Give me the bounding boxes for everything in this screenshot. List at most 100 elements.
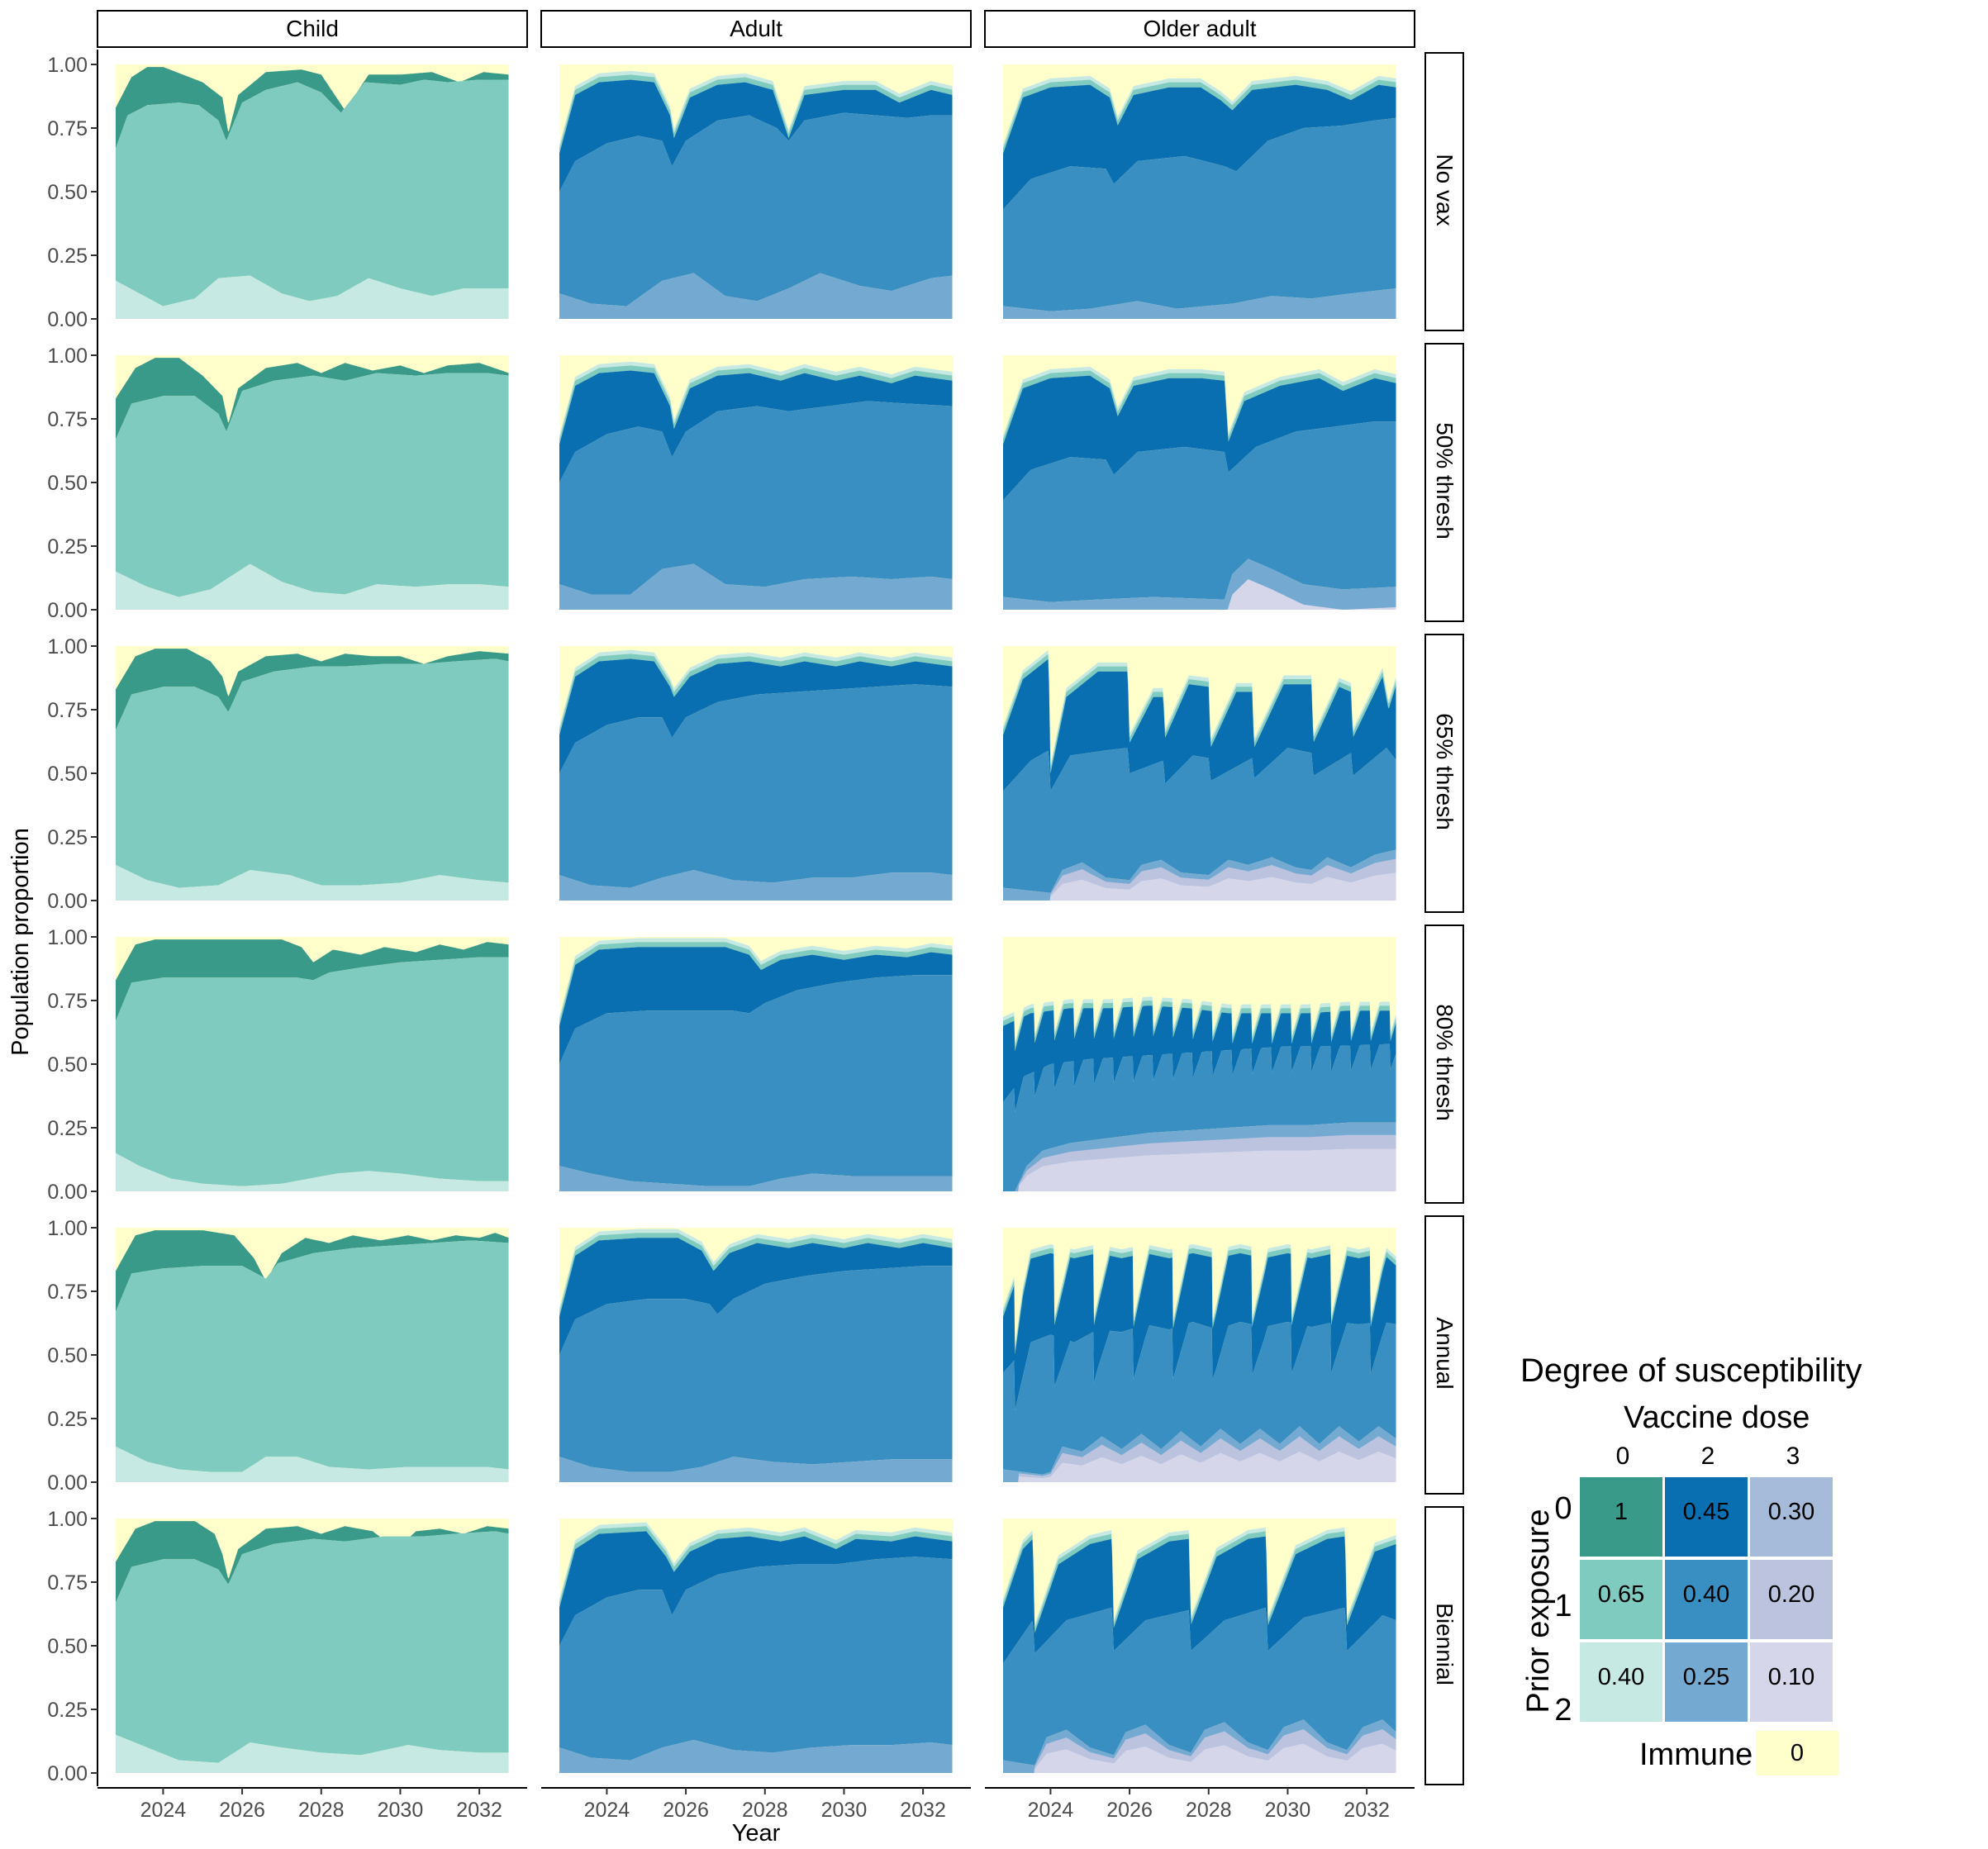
band-exp2-dose0	[559, 938, 953, 1021]
legend-cell: 0.45	[1665, 1477, 1748, 1557]
x-tick-label: 2028	[742, 1799, 788, 1822]
y-tick-label: 0.75	[47, 1571, 88, 1595]
susceptibility-legend: Degree of susceptibility Vaccine dose 0 2 3 P…	[1520, 1352, 1862, 1775]
legend-dose-label: 2	[1701, 1443, 1715, 1470]
band-exposure2	[116, 1153, 509, 1191]
band-exposure1	[559, 112, 953, 307]
band-exposure1	[559, 975, 953, 1186]
panels	[116, 64, 1396, 1773]
band-exp2-dose0	[1003, 366, 1396, 440]
x-tick-label: 2026	[1106, 1799, 1153, 1822]
y-tick-label: 0.75	[47, 1281, 88, 1304]
y-tick-label: 0.25	[47, 1408, 88, 1431]
legend-exposure-label: 0	[1554, 1491, 1572, 1526]
y-tick-label: 0.00	[47, 890, 88, 913]
band-exposure0	[1003, 84, 1396, 210]
band-exp2-dose0	[559, 1522, 953, 1603]
band-exposure1	[559, 1557, 953, 1761]
legend-cell-value: 0.40	[1598, 1664, 1644, 1690]
band-exposure0	[116, 649, 509, 730]
band-exp1-dose0	[559, 942, 953, 1026]
band-exposure1	[1003, 421, 1396, 602]
legend-cell-value: 1	[1615, 1499, 1628, 1525]
legend-dose-label: 0	[1616, 1443, 1630, 1470]
band-exposure2	[1003, 288, 1396, 319]
y-tick-label: 1.00	[47, 1217, 88, 1240]
row-strip-annual: Annual	[1424, 1215, 1464, 1495]
legend-cell-value: 0.20	[1768, 1581, 1814, 1608]
column-label: Child	[286, 16, 339, 41]
y-tick-label: 0.00	[47, 1471, 88, 1495]
band-exposure0	[1003, 1536, 1396, 1664]
legend-cell: 1	[1580, 1477, 1662, 1557]
x-tick-label: 2030	[821, 1799, 868, 1822]
y-tick-label: 1.00	[47, 1508, 88, 1531]
x-axis: 2024 2026 2028 2030 2032 2024 2026 2028 2030 2032…	[97, 1787, 1415, 1822]
row-label: Annual	[1432, 1317, 1458, 1389]
band-exposure2	[116, 1734, 509, 1773]
band-exposure0	[1003, 658, 1396, 791]
band-exposure2	[559, 1740, 953, 1773]
legend-dose-label: 3	[1786, 1443, 1800, 1470]
panel-65-thresh-child	[116, 646, 509, 901]
band-exposure1	[116, 79, 509, 307]
panel-no-vax-adult	[559, 64, 953, 319]
band-exposure2	[116, 864, 509, 901]
band-exposure1	[559, 684, 953, 888]
y-tick-label: 0.50	[47, 1344, 88, 1367]
column-label: Adult	[730, 16, 782, 41]
band-exp2-dose3	[1003, 1148, 1396, 1191]
column-strip-adult: Adult	[540, 10, 972, 48]
y-tick-label: 0.50	[47, 1053, 88, 1077]
band-exp2-dose0	[1003, 75, 1396, 149]
y-tick-label: 0.50	[47, 472, 88, 495]
y-tick-label: 0.00	[47, 599, 88, 622]
legend-cell-value: 0.30	[1768, 1499, 1814, 1525]
row-label: 50% thresh	[1432, 422, 1458, 539]
legend-cell: 0.65	[1580, 1560, 1662, 1639]
band-exposure0	[116, 1230, 509, 1312]
x-tick-label: 2030	[378, 1799, 424, 1822]
y-tick-label: 0.50	[47, 1635, 88, 1658]
band-exposure2	[116, 275, 509, 319]
band-exposure1	[1003, 748, 1396, 893]
legend-cell-value: 0.10	[1768, 1664, 1814, 1690]
y-tick-label: 0.75	[47, 117, 88, 140]
band-exposure0	[1003, 375, 1396, 501]
band-exposure2	[559, 273, 953, 319]
panel-80-thresh-adult	[559, 937, 953, 1191]
row-label: Biennial	[1432, 1603, 1458, 1685]
panel-no-vax-older-adult	[1003, 64, 1396, 319]
band-exp2-dose0	[559, 361, 953, 440]
legend-cell-value: 0.40	[1683, 1581, 1729, 1608]
x-tick-label: 2032	[456, 1799, 502, 1822]
x-tick-label: 2032	[1344, 1799, 1390, 1822]
legend-column-header: Vaccine dose	[1624, 1400, 1810, 1435]
band-exposure0	[1003, 1005, 1396, 1113]
band-exp1-dose0	[1003, 1001, 1396, 1052]
y-tick-label: 0.25	[47, 1117, 88, 1140]
row-label: 65% thresh	[1432, 713, 1458, 830]
y-tick-label: 1.00	[47, 635, 88, 658]
x-tick-label: 2028	[298, 1799, 345, 1822]
band-exposure1	[116, 373, 509, 597]
band-exp1-dose0	[559, 1526, 953, 1608]
legend-immune: Immune 0	[1639, 1731, 1838, 1775]
band-exposure2	[559, 563, 953, 610]
band-exposure2	[559, 870, 953, 901]
band-exp1-dose3	[1003, 1134, 1396, 1191]
legend-row-header: Prior exposure	[1521, 1509, 1556, 1713]
row-strip-biennial: Biennial	[1424, 1506, 1464, 1785]
band-exposure0	[559, 79, 953, 192]
band-exposure0	[116, 358, 509, 440]
x-axis-title: Year	[732, 1820, 781, 1847]
panel-80-thresh-child	[116, 937, 509, 1191]
band-exposure1	[116, 957, 509, 1186]
band-exp1-dose3	[1003, 1436, 1396, 1482]
y-tick-label: 1.00	[47, 926, 88, 949]
legend-exposure-label: 2	[1554, 1693, 1572, 1728]
y-tick-label: 0.00	[47, 1762, 88, 1785]
legend-cell-value: 0.45	[1683, 1499, 1729, 1525]
y-axis: 0.00 0.25 0.50 0.75 1.00 0.00 0.25 0.50 0.75 1.00…	[47, 50, 98, 1786]
y-tick-label: 0.00	[47, 1181, 88, 1204]
